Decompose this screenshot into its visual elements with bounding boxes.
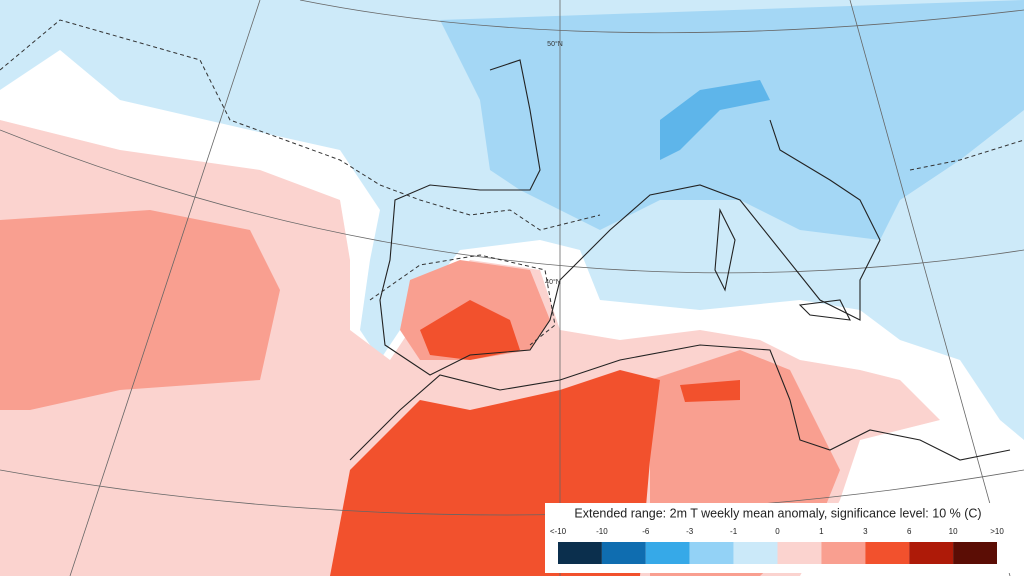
positive-area-atlantic — [0, 210, 280, 410]
legend-swatch — [601, 542, 646, 564]
island — [714, 207, 736, 292]
latitude-label: 40°N — [545, 278, 561, 286]
island — [798, 299, 851, 321]
coastline — [379, 59, 881, 376]
legend-swatch — [865, 542, 910, 564]
legend-label: >10 — [990, 527, 1004, 536]
latitude-line — [0, 469, 1024, 516]
legend-swatch — [777, 542, 822, 564]
legend-label: 0 — [775, 527, 780, 536]
legend-label: <-10 — [550, 527, 567, 536]
legend-label: -6 — [642, 527, 650, 536]
legend: Extended range: 2m T weekly mean anomaly… — [545, 503, 1011, 573]
strong-positive-tunisia — [680, 380, 740, 402]
significance-contours — [0, 19, 1024, 346]
legend-swatch — [733, 542, 778, 564]
significance-contour — [0, 19, 601, 231]
latitude-label: 50°N — [547, 40, 563, 48]
legend-swatch — [558, 542, 602, 564]
legend-label: -3 — [686, 527, 694, 536]
latitude-line — [0, 129, 1024, 274]
legend-label: 10 — [949, 527, 958, 536]
legend-swatch — [689, 542, 734, 564]
negative-anomaly-area — [440, 0, 1024, 240]
legend-swatch — [909, 542, 954, 564]
significance-contour — [909, 139, 1024, 171]
legend-swatch — [645, 542, 690, 564]
alps-anomaly-area — [660, 80, 770, 160]
coastline — [349, 344, 1011, 461]
legend-swatch — [821, 542, 866, 564]
longitude-line — [69, 0, 261, 576]
strong-positive-iberia — [420, 300, 520, 360]
significance-contour — [369, 254, 556, 346]
legend-label: 3 — [863, 527, 868, 536]
legend-swatch — [953, 542, 997, 564]
legend-label: -10 — [596, 527, 608, 536]
latitude-line — [299, 0, 1024, 34]
legend-title: Extended range: 2m T weekly mean anomaly… — [574, 506, 981, 520]
legend-label: 1 — [819, 527, 824, 536]
longitude-line — [849, 0, 1011, 576]
legend-label: 6 — [907, 527, 912, 536]
coastlines — [349, 59, 1011, 461]
legend-label: -1 — [730, 527, 738, 536]
latitude-labels: 50°N 40°N — [545, 40, 563, 286]
